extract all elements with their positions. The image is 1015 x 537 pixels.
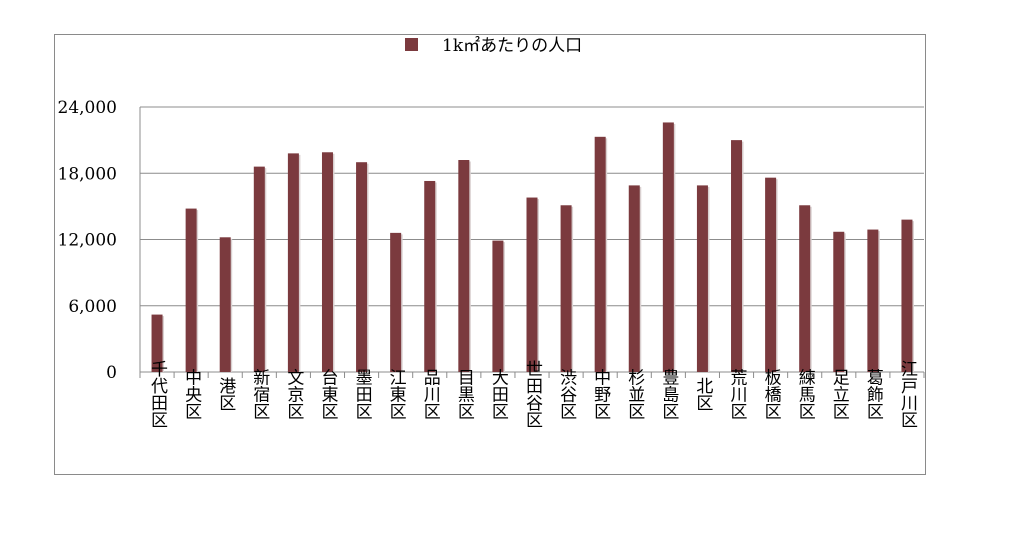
y-tick-label: 24,000 bbox=[58, 98, 117, 118]
x-tick-labels: 千代田区 中央区 港区 新宿区 文京区 台東区 墨田区 江東区 品川区 目黒区 大田区 世田谷区 渋谷区… bbox=[147, 360, 917, 428]
x-tick-label: 北区 bbox=[692, 377, 713, 411]
bar bbox=[833, 231, 845, 372]
bar bbox=[662, 122, 674, 372]
bar bbox=[696, 185, 708, 372]
legend-label: 1k㎡あたりの人口 bbox=[442, 36, 582, 56]
x-tick-label: 板橋区 bbox=[761, 368, 782, 419]
x-tick-label: 千代田区 bbox=[147, 360, 168, 428]
y-tick-label: 6,000 bbox=[68, 297, 117, 317]
bar bbox=[628, 185, 640, 372]
x-tick-label: 目黒区 bbox=[454, 369, 475, 420]
bar bbox=[901, 219, 913, 372]
bar bbox=[287, 153, 299, 372]
bar bbox=[424, 180, 436, 372]
bar bbox=[151, 314, 163, 372]
x-tick-label: 練馬区 bbox=[795, 368, 816, 419]
x-tick-label: 世田谷区 bbox=[522, 360, 543, 428]
bar bbox=[765, 177, 777, 372]
bar bbox=[867, 229, 879, 372]
x-tick-label: 大田区 bbox=[488, 368, 509, 419]
bar bbox=[219, 237, 231, 372]
bar bbox=[492, 240, 504, 372]
bar bbox=[799, 205, 811, 372]
bar bbox=[731, 140, 743, 372]
bars bbox=[151, 122, 914, 372]
x-tick-label: 杉並区 bbox=[624, 368, 645, 419]
bar bbox=[594, 136, 606, 372]
bar bbox=[356, 162, 368, 372]
y-tick-label: 18,000 bbox=[58, 164, 117, 184]
x-tick-label: 台東区 bbox=[317, 368, 338, 419]
x-tick-label: 品川区 bbox=[420, 369, 441, 420]
x-tick-label: 中央区 bbox=[181, 368, 202, 419]
y-tick-labels: 0 6,000 12,000 18,000 24,000 bbox=[58, 98, 117, 383]
y-tick-label: 0 bbox=[106, 363, 117, 383]
x-tick-label: 中野区 bbox=[590, 368, 611, 419]
x-tick-label: 渋谷区 bbox=[556, 368, 577, 419]
legend: 1k㎡あたりの人口 bbox=[405, 36, 582, 56]
x-tick-label: 墨田区 bbox=[352, 369, 373, 420]
x-tick-label: 江東区 bbox=[386, 368, 407, 419]
x-tick-label: 文京区 bbox=[283, 368, 304, 419]
x-tick-label: 荒川区 bbox=[727, 368, 748, 419]
x-tick-label: 江戸川区 bbox=[897, 360, 918, 428]
legend-swatch bbox=[405, 38, 418, 51]
bar bbox=[390, 232, 402, 372]
bar bbox=[526, 197, 538, 372]
bar bbox=[321, 152, 333, 372]
x-tick-label: 新宿区 bbox=[249, 368, 270, 419]
y-tick-label: 12,000 bbox=[58, 231, 117, 251]
bar bbox=[560, 205, 572, 372]
x-tick-label: 豊島区 bbox=[658, 368, 679, 419]
bar bbox=[253, 166, 265, 372]
x-tick-label: 葛飾区 bbox=[863, 368, 884, 419]
bar bbox=[458, 160, 470, 372]
x-tick-label: 足立区 bbox=[829, 369, 850, 420]
bar bbox=[185, 208, 197, 372]
x-tick-label: 港区 bbox=[215, 377, 236, 411]
